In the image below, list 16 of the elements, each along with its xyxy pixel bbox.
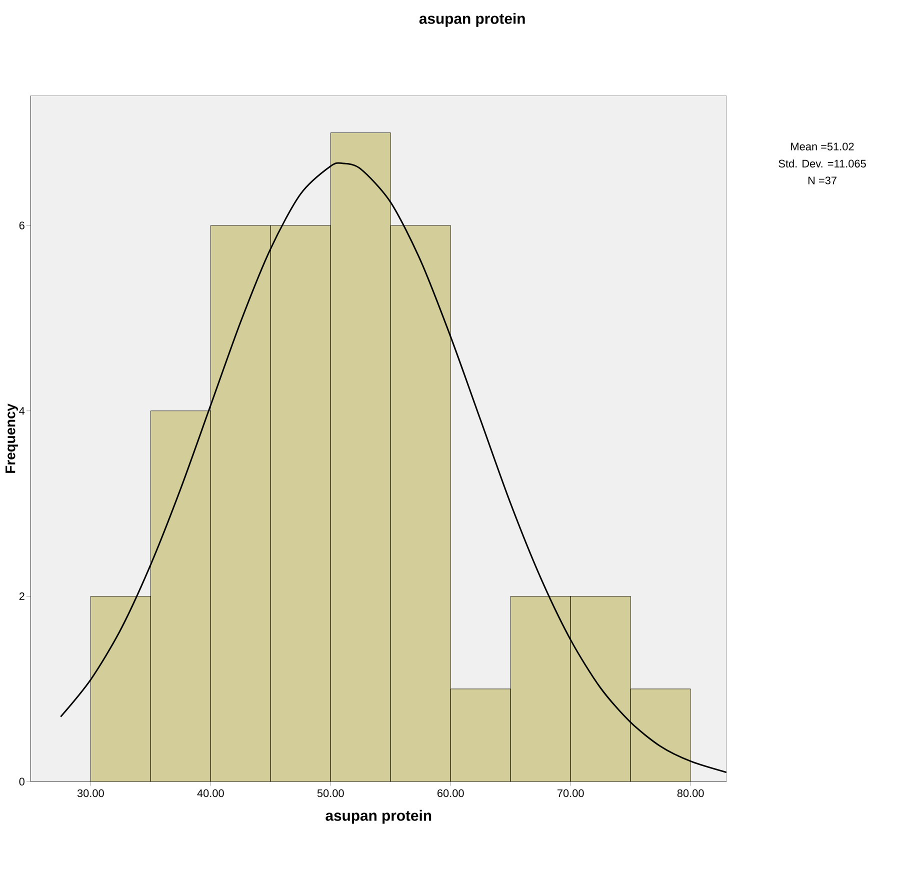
x-tick-label: 50.00 [317,789,344,797]
x-axis-title: asupan protein [326,810,432,824]
y-tick-label: 4 [19,406,25,414]
x-tick-label: 30.00 [77,789,104,797]
text: Std. Dev. =11.065 [778,159,866,168]
y-tick-label: 2 [19,592,24,600]
chart-title: asupan protein [419,12,525,27]
y-tick-label: 0 [19,778,24,786]
text: Mean =51.02 [791,142,854,150]
x-tick-label: 80.00 [677,789,704,797]
x-tick-label: 40.00 [197,789,224,797]
text: N =37 [808,176,836,184]
y-tick-label: 6 [19,221,24,230]
y-axis-title: Frequency [6,403,18,473]
x-tick-label: 60.00 [438,789,464,797]
x-tick-label: 70.00 [557,789,584,797]
